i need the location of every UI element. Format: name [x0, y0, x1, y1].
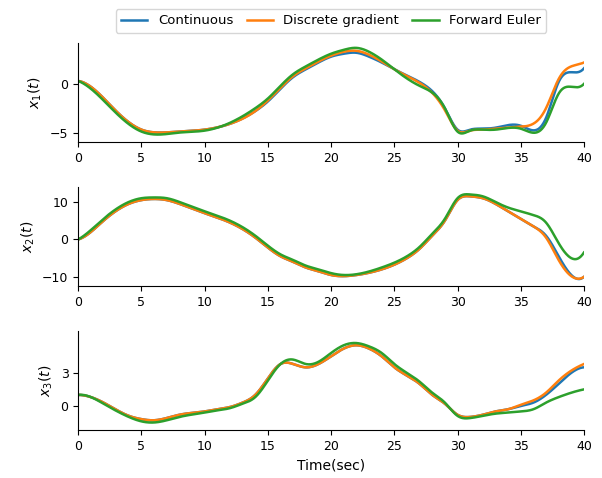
Legend: Continuous, Discrete gradient, Forward Euler: Continuous, Discrete gradient, Forward E…: [116, 9, 547, 33]
Continuous: [75, 78, 82, 84]
Y-axis label: $x_1(t)$: $x_1(t)$: [27, 76, 45, 109]
Discrete gradient: [350, 48, 357, 54]
Forward Euler: [580, 81, 588, 87]
Line: Forward Euler: Forward Euler: [78, 48, 584, 135]
Continuous: [470, 126, 477, 132]
Y-axis label: $x_2(t)$: $x_2(t)$: [19, 220, 37, 253]
Forward Euler: [75, 78, 82, 84]
Continuous: [298, 69, 305, 75]
Discrete gradient: [298, 68, 305, 74]
Discrete gradient: [126, 120, 134, 126]
Continuous: [126, 120, 134, 126]
Continuous: [350, 50, 357, 55]
Discrete gradient: [580, 60, 588, 65]
X-axis label: Time(sec): Time(sec): [297, 458, 365, 472]
Forward Euler: [280, 80, 287, 86]
Forward Euler: [352, 45, 359, 51]
Continuous: [479, 126, 486, 131]
Discrete gradient: [280, 82, 287, 88]
Forward Euler: [126, 122, 134, 128]
Line: Discrete gradient: Discrete gradient: [78, 51, 584, 132]
Forward Euler: [298, 66, 305, 72]
Continuous: [423, 84, 430, 89]
Continuous: [280, 83, 287, 89]
Discrete gradient: [479, 127, 486, 132]
Discrete gradient: [156, 130, 163, 135]
Forward Euler: [154, 132, 161, 138]
Discrete gradient: [75, 78, 82, 84]
Forward Euler: [423, 86, 430, 92]
Line: Continuous: Continuous: [78, 53, 584, 132]
Forward Euler: [470, 127, 477, 132]
Continuous: [580, 65, 588, 71]
Y-axis label: $x_3(t)$: $x_3(t)$: [37, 364, 55, 397]
Continuous: [156, 130, 163, 135]
Forward Euler: [479, 127, 486, 132]
Discrete gradient: [470, 127, 477, 133]
Discrete gradient: [423, 85, 430, 91]
